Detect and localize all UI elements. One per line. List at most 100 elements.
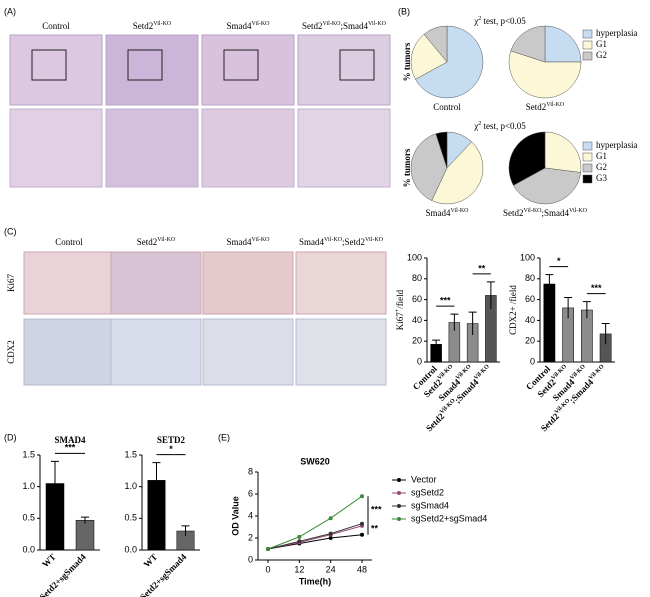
column-label-part: ;Setd2: [342, 237, 365, 247]
legend-label: G2: [596, 162, 607, 172]
data-point: [328, 516, 333, 521]
legend-marker: [397, 504, 401, 508]
x-axis-label: Time(h): [299, 576, 331, 586]
histology-image: [295, 318, 387, 386]
histology-image: [201, 108, 295, 188]
column-label-part: Smad4: [227, 21, 253, 31]
pie-label-part: Vil-KO: [546, 102, 565, 108]
error-bar: [486, 281, 495, 309]
column-label-part: ;Smad4: [341, 21, 369, 31]
column-label: Smad4Vil-KO;Setd2Vil-KO: [299, 237, 384, 247]
legend-label: hyperplasia: [596, 140, 637, 150]
y-tick-label: 0: [530, 356, 535, 366]
x-tick-label: 48: [357, 564, 367, 574]
column-label-part: Smad4: [299, 237, 325, 247]
data-point: [360, 521, 364, 526]
pie-label-part: Vil-KO: [569, 208, 588, 214]
panel-label: (E): [218, 432, 230, 442]
pie-label: Setd2Vil-KO;Smad4Vil-KO: [503, 208, 588, 218]
data-point: [297, 539, 302, 544]
pie-slice: [431, 141, 484, 205]
chart-title-part: χ: [473, 121, 478, 131]
y-axis-label-part: /field: [395, 289, 405, 308]
y-tick-label: 0.0: [124, 544, 137, 554]
y-axis-label: % tumors: [402, 42, 412, 81]
row-label: CDX2: [6, 340, 16, 364]
column-label: Control: [42, 21, 70, 31]
column-label-part: Control: [42, 21, 70, 31]
legend-swatch: [582, 163, 593, 173]
column-label-part: Vil-KO: [157, 237, 176, 243]
legend-label: hyperplasia: [596, 28, 637, 38]
panel-label: (D): [4, 432, 17, 442]
y-tick-label: 1.5: [124, 449, 137, 459]
histology-image: [23, 318, 115, 386]
error-bar: [582, 301, 591, 319]
data-point: [328, 536, 333, 540]
y-tick-label: 4: [248, 510, 253, 520]
y-axis-label: % tumors: [402, 148, 412, 187]
pie-label-part: Setd2: [503, 208, 524, 218]
column-label-part: Setd2: [302, 21, 323, 31]
y-tick-label: 60: [412, 294, 422, 304]
y-tick-label: 1.0: [22, 481, 35, 491]
data-point: [360, 532, 364, 537]
column-label-part: Vil-KO: [153, 21, 172, 27]
column-label-part: Vil-KO: [252, 21, 271, 27]
significance-label: **: [478, 263, 486, 273]
pie-slice: [508, 131, 546, 186]
pie-slice: [510, 25, 546, 63]
column-label-part: Vil-KO: [365, 237, 384, 243]
y-tick-label: 6: [248, 488, 253, 498]
y-tick-label: 0: [248, 554, 253, 564]
y-tick-label: 100: [520, 252, 535, 262]
inset-box: [339, 49, 375, 81]
bar: [75, 519, 95, 551]
data-point: [266, 547, 270, 551]
x-tick-label: 0: [265, 564, 270, 574]
error-bar: [152, 462, 161, 499]
error-bar: [564, 297, 573, 319]
pie-slice: [410, 133, 448, 201]
pie-label: Setd2Vil-KO: [526, 102, 565, 112]
legend-marker: [397, 478, 401, 482]
chart-title: SETD2: [157, 435, 186, 445]
y-tick-label: 0.5: [124, 513, 137, 523]
y-axis-label-part: CDX2+ /field: [508, 285, 518, 335]
legend-label: G1: [596, 151, 607, 161]
series-line: [267, 525, 363, 550]
pie-slice: [513, 167, 581, 205]
histology-image: [105, 108, 199, 188]
column-label: Setd2Vil-KO: [137, 237, 176, 247]
pie-slice: [435, 131, 448, 169]
histology-image: [105, 34, 199, 106]
legend-marker: [397, 491, 401, 495]
chart-title: SW620: [300, 456, 330, 466]
panel-label: (B): [398, 6, 410, 16]
data-point: [328, 531, 333, 536]
series-line: [267, 523, 363, 550]
column-label-part: Smad4: [227, 237, 253, 247]
legend-label: G3: [596, 173, 607, 183]
legend-swatch: [582, 29, 593, 39]
pie-slice: [410, 33, 448, 80]
chart-title: χ2 test, p<0.05: [473, 121, 526, 131]
chart-title-part: 2: [478, 16, 481, 22]
error-bar: [81, 516, 89, 524]
legend-swatch: [582, 174, 593, 184]
significance-label: *: [169, 444, 173, 454]
histology-image: [110, 318, 202, 386]
histology-image: [201, 34, 295, 106]
pie-label-part: Vil-KO: [451, 208, 470, 214]
column-label: Setd2Vil-KO;Smad4Vil-KO: [302, 21, 387, 31]
pie-label-part: Smad4: [426, 208, 452, 218]
error-bar: [601, 323, 610, 345]
pie-label-part: Control: [433, 102, 461, 112]
y-axis-label-part: +: [395, 308, 401, 312]
pie-label: Control: [433, 102, 461, 112]
pie-slice: [415, 25, 484, 99]
column-label: Control: [55, 237, 83, 247]
y-tick-label: 0: [417, 356, 422, 366]
pie-label-part: Setd2: [526, 102, 547, 112]
